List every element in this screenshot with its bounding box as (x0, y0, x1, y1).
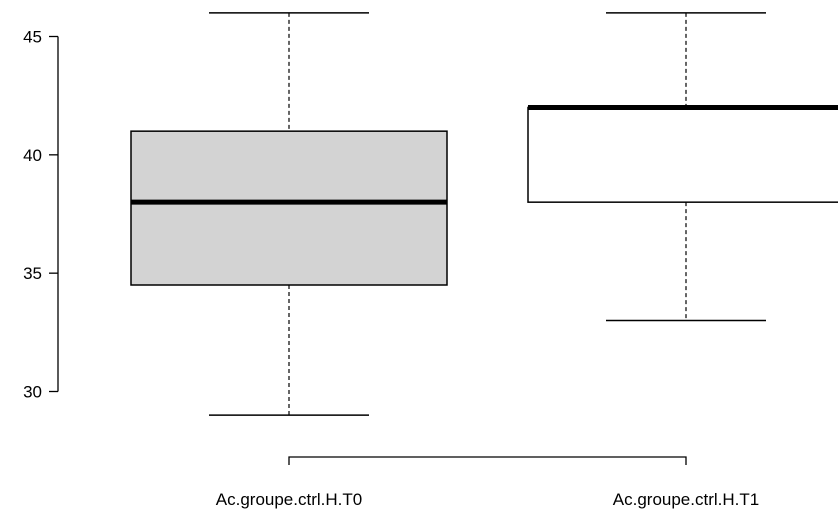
y-tick-label-35: 35 (23, 264, 42, 283)
box-1 (130, 12, 448, 416)
x-tick-label-2: Ac.groupe.ctrl.H.T1 (613, 490, 759, 509)
x-axis-labels: Ac.groupe.ctrl.H.T0 Ac.groupe.ctrl.H.T1 (216, 490, 759, 509)
y-tick-label-45: 45 (23, 28, 42, 47)
y-axis: 30 35 40 45 (23, 28, 59, 402)
bracket-line (288, 456, 687, 465)
y-tick-label-40: 40 (23, 146, 42, 165)
comparison-bracket (288, 456, 687, 465)
boxes (130, 12, 838, 416)
iqr-box (130, 130, 448, 286)
box-2 (527, 12, 838, 322)
x-tick-label-1: Ac.groupe.ctrl.H.T0 (216, 490, 362, 509)
iqr-box (527, 106, 838, 203)
y-tick-label-30: 30 (23, 383, 42, 402)
